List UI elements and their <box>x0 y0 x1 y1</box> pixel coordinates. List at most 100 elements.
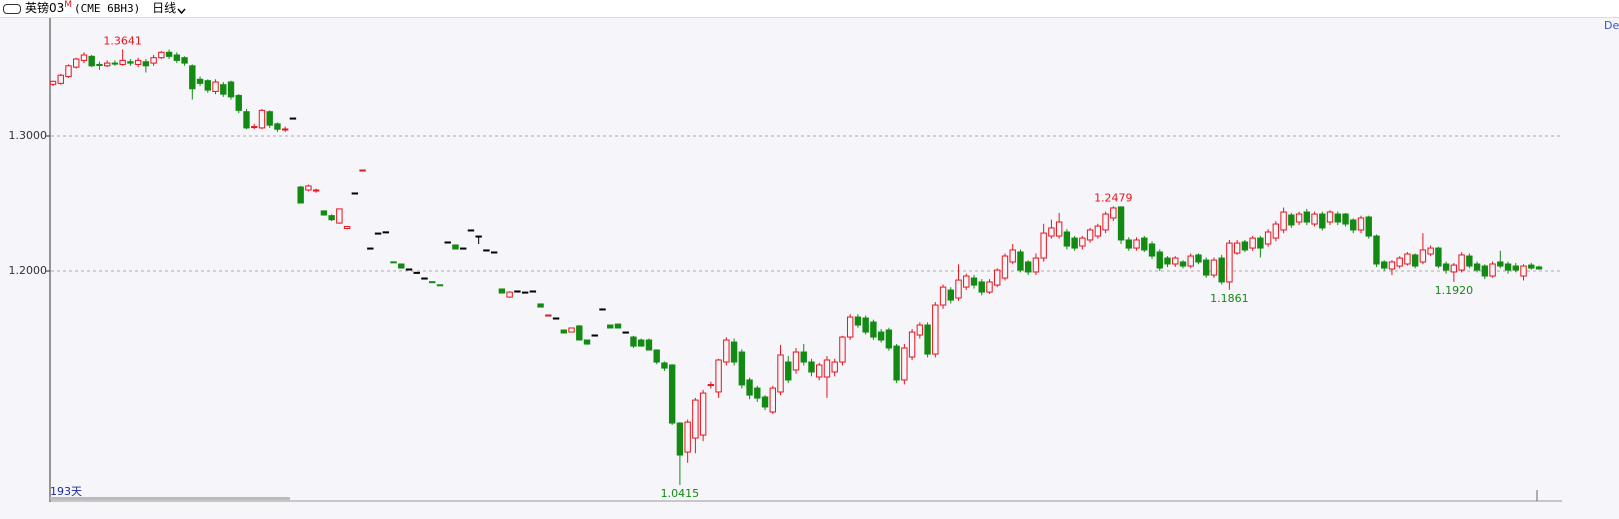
candle-body <box>258 109 266 129</box>
candle-body <box>227 81 235 98</box>
candle-body <box>436 284 444 287</box>
candle-body <box>684 421 691 453</box>
candle-body <box>1024 261 1032 273</box>
candle-body <box>738 351 746 386</box>
scrollbar[interactable] <box>50 497 290 500</box>
dropdown-arrow[interactable] <box>177 7 186 15</box>
candle-body <box>1218 257 1225 283</box>
candle-body <box>591 334 598 337</box>
candle-body <box>243 111 250 129</box>
candle-body <box>521 291 529 294</box>
period-select[interactable]: 日线 <box>152 1 177 15</box>
candle-body <box>885 329 893 349</box>
candle-body <box>73 58 80 68</box>
candle-body <box>1311 213 1318 225</box>
candle-body <box>1334 213 1341 223</box>
trough-label: 1.1861 <box>1210 292 1249 305</box>
candle-body <box>916 324 924 336</box>
candle-body <box>552 317 560 320</box>
peak-label: 1.3641 <box>103 34 142 47</box>
candle-body <box>607 324 614 329</box>
candle-body <box>181 57 188 64</box>
candle-body <box>343 225 351 229</box>
candle-body <box>405 268 413 271</box>
candle-body <box>1404 253 1411 265</box>
candle-body <box>514 290 521 293</box>
candle-body <box>668 364 676 424</box>
candle-body <box>1458 254 1465 271</box>
candle-body <box>312 189 320 192</box>
symbol-suffix: M <box>64 0 73 10</box>
candle-body <box>281 128 289 131</box>
candle-body <box>955 279 962 299</box>
link-icon[interactable] <box>3 4 21 14</box>
candle-body <box>297 186 304 204</box>
candle-body <box>1187 255 1194 267</box>
candle-body <box>785 361 792 381</box>
candle-body <box>1388 261 1396 270</box>
candle-body <box>1303 211 1311 223</box>
candle-body <box>57 74 64 84</box>
candle-body <box>390 261 397 264</box>
trough-label: 1.1920 <box>1435 284 1474 297</box>
candle-body <box>1009 249 1016 263</box>
candle-body <box>475 235 482 238</box>
candle-body <box>1172 257 1179 265</box>
candle-body <box>638 339 645 347</box>
candle-body <box>506 291 513 298</box>
candle-body <box>545 314 552 317</box>
candle-body <box>1086 229 1094 241</box>
candle-body <box>235 94 242 111</box>
candle-body <box>96 63 103 66</box>
candle-body <box>583 339 591 345</box>
candle-body <box>119 59 126 65</box>
candle-body <box>1164 257 1171 265</box>
corner-label: De <box>1604 19 1619 32</box>
candle-body <box>800 351 807 363</box>
candle-body <box>1048 227 1055 237</box>
candle-body <box>289 117 297 120</box>
candle-body <box>560 329 568 334</box>
candle-body <box>1071 237 1078 249</box>
plot-background <box>0 18 1619 519</box>
candle-body <box>1055 221 1063 237</box>
candle-body <box>459 247 467 250</box>
candle-body <box>1117 206 1125 241</box>
candle-body <box>1148 243 1156 257</box>
symbol[interactable]: 英镑03 <box>25 1 65 15</box>
candle-body <box>816 364 823 378</box>
candle-body <box>65 65 72 78</box>
candle-body <box>1264 231 1272 245</box>
candle-body <box>568 327 575 333</box>
candle-body <box>1481 265 1489 277</box>
toolbar: 英镑03M (CME 6BH3) 日线 <box>0 0 1619 18</box>
candle-body <box>1032 257 1040 273</box>
candle-body <box>88 55 95 67</box>
candle-body <box>769 387 776 413</box>
candle-body <box>947 289 954 301</box>
candle-body <box>754 387 761 399</box>
candle-body <box>251 126 258 129</box>
candle-body <box>792 351 800 371</box>
candle-body <box>1241 241 1249 251</box>
candle-body <box>274 123 281 130</box>
candle-body <box>676 422 684 456</box>
candle-body <box>877 331 885 341</box>
candle-body <box>1063 231 1071 247</box>
candle-body <box>80 54 88 61</box>
candle-body <box>1528 264 1535 269</box>
candle-body <box>305 185 312 191</box>
candle-body <box>1489 263 1496 277</box>
candle-body <box>1381 261 1388 269</box>
candle-body <box>1202 259 1210 276</box>
candle-body <box>212 81 219 92</box>
candle-body <box>1342 213 1349 225</box>
candle-body <box>908 331 916 358</box>
candle-body <box>320 210 328 216</box>
candle-body <box>421 277 428 280</box>
candle-body <box>498 288 506 294</box>
candle-body <box>1512 265 1519 271</box>
candle-body <box>854 316 862 326</box>
candle-body <box>490 251 498 254</box>
